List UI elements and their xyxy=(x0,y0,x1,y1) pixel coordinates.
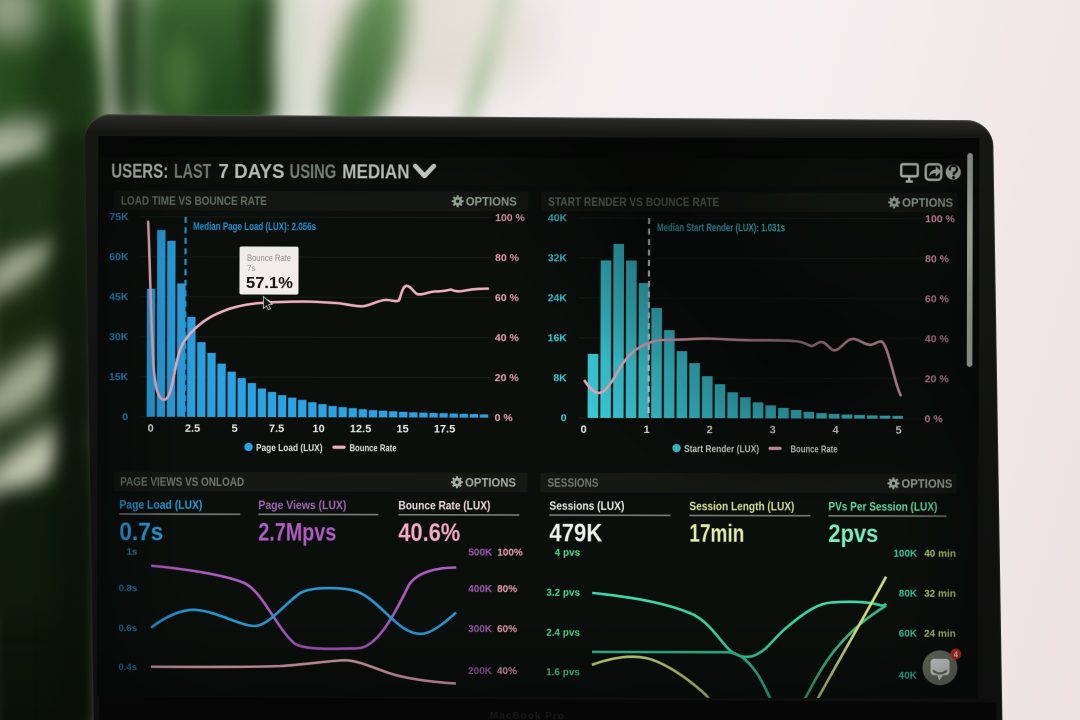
svg-text:60K: 60K xyxy=(109,251,129,263)
svg-text:4 pvs: 4 pvs xyxy=(555,548,581,559)
svg-text:80%: 80% xyxy=(497,584,517,595)
svg-text:100K: 100K xyxy=(893,549,918,560)
svg-text:100 %: 100 % xyxy=(925,213,955,225)
svg-text:2.5: 2.5 xyxy=(185,423,200,435)
svg-text:Sessions (LUX): Sessions (LUX) xyxy=(549,501,624,513)
svg-text:Bounce Rate (LUX): Bounce Rate (LUX) xyxy=(398,500,490,512)
svg-text:32 min: 32 min xyxy=(924,589,956,600)
svg-text:OPTIONS: OPTIONS xyxy=(466,197,517,209)
svg-text:0 %: 0 % xyxy=(925,413,944,425)
svg-text:0.4s: 0.4s xyxy=(118,662,137,673)
svg-text:60 %: 60 % xyxy=(495,292,520,304)
svg-text:0.6s: 0.6s xyxy=(119,623,138,634)
svg-text:15K: 15K xyxy=(109,371,129,383)
svg-text:80K: 80K xyxy=(899,589,918,600)
svg-text:100%: 100% xyxy=(497,548,523,559)
svg-text:24K: 24K xyxy=(548,292,568,304)
svg-text:SESSIONS: SESSIONS xyxy=(547,478,598,490)
svg-text:2: 2 xyxy=(706,424,712,436)
svg-text:30K: 30K xyxy=(109,331,129,343)
svg-text:Median Start Render (LUX): 1.0: Median Start Render (LUX): 1.031s xyxy=(657,222,785,234)
svg-text:0 %: 0 % xyxy=(495,412,514,424)
svg-text:Bounce Rate: Bounce Rate xyxy=(247,253,291,264)
svg-text:45K: 45K xyxy=(109,291,129,303)
svg-text:2.7Mpvs: 2.7Mpvs xyxy=(258,519,336,547)
svg-text:10: 10 xyxy=(312,423,324,435)
svg-text:PAGE VIEWS VS ONLOAD: PAGE VIEWS VS ONLOAD xyxy=(120,477,244,489)
svg-text:479K: 479K xyxy=(549,519,602,547)
svg-text:80 %: 80 % xyxy=(925,253,950,265)
svg-text:MEDIAN: MEDIAN xyxy=(342,161,409,183)
svg-text:75K: 75K xyxy=(109,211,129,223)
svg-text:OPTIONS: OPTIONS xyxy=(902,198,953,210)
svg-text:400K: 400K xyxy=(468,584,493,595)
svg-text:17.5: 17.5 xyxy=(434,423,455,435)
svg-text:40K: 40K xyxy=(548,212,568,224)
svg-text:40 min: 40 min xyxy=(924,549,956,560)
svg-text:0: 0 xyxy=(148,423,154,435)
svg-text:300K: 300K xyxy=(468,624,493,635)
svg-text:40K: 40K xyxy=(899,671,918,682)
svg-text:32K: 32K xyxy=(548,252,568,264)
svg-text:LAST: LAST xyxy=(174,161,211,183)
svg-text:1: 1 xyxy=(643,424,649,436)
svg-text:40 %: 40 % xyxy=(495,332,520,344)
svg-text:Page Load (LUX): Page Load (LUX) xyxy=(256,443,323,454)
svg-text:4: 4 xyxy=(832,425,839,437)
svg-text:15: 15 xyxy=(396,423,408,435)
svg-text:0.8s: 0.8s xyxy=(119,583,138,594)
svg-text:24 min: 24 min xyxy=(924,629,956,640)
svg-text:200K: 200K xyxy=(468,666,493,677)
svg-text:16K: 16K xyxy=(548,332,568,344)
svg-text:Bounce Rate: Bounce Rate xyxy=(791,444,838,455)
svg-text:60%: 60% xyxy=(497,624,517,635)
svg-text:4: 4 xyxy=(954,650,959,659)
svg-text:2pvs: 2pvs xyxy=(828,520,878,548)
svg-text:100 %: 100 % xyxy=(495,212,525,224)
svg-text:1.6 pvs: 1.6 pvs xyxy=(546,667,580,678)
svg-text:PVs Per Session (LUX): PVs Per Session (LUX) xyxy=(828,502,937,514)
svg-text:12.5: 12.5 xyxy=(350,423,371,435)
svg-text:Bounce Rate: Bounce Rate xyxy=(350,443,397,454)
svg-text:USING: USING xyxy=(290,161,337,183)
svg-text:5: 5 xyxy=(232,423,238,435)
svg-text:0: 0 xyxy=(580,424,586,436)
svg-text:60K: 60K xyxy=(899,629,918,640)
svg-text:LOAD TIME VS BOUNCE RATE: LOAD TIME VS BOUNCE RATE xyxy=(121,196,267,208)
svg-text:7.5: 7.5 xyxy=(269,423,284,435)
svg-text:60 %: 60 % xyxy=(925,293,950,305)
svg-text:20 %: 20 % xyxy=(925,373,950,385)
svg-text:Start Render (LUX): Start Render (LUX) xyxy=(684,444,759,455)
svg-text:500K: 500K xyxy=(468,548,493,559)
svg-text:0: 0 xyxy=(561,412,567,424)
svg-text:USERS:: USERS: xyxy=(111,161,168,183)
svg-text:17min: 17min xyxy=(689,520,744,548)
svg-text:Page Views (LUX): Page Views (LUX) xyxy=(258,500,346,512)
svg-text:40.6%: 40.6% xyxy=(398,519,460,547)
svg-text:7s: 7s xyxy=(247,264,255,273)
svg-text:0: 0 xyxy=(122,411,128,423)
svg-text:0.7s: 0.7s xyxy=(119,518,163,546)
svg-text:Session Length (LUX): Session Length (LUX) xyxy=(689,501,794,513)
svg-text:3: 3 xyxy=(769,424,775,436)
svg-text:5: 5 xyxy=(895,425,901,437)
svg-text:2.4 pvs: 2.4 pvs xyxy=(546,628,580,639)
svg-text:40%: 40% xyxy=(497,666,517,677)
svg-text:57.1%: 57.1% xyxy=(246,275,293,292)
svg-text:20 %: 20 % xyxy=(495,372,520,384)
svg-text:Median Page Load (LUX): 2.056s: Median Page Load (LUX): 2.056s xyxy=(193,221,316,233)
svg-text:START RENDER VS BOUNCE RATE: START RENDER VS BOUNCE RATE xyxy=(548,197,719,209)
svg-text:7 DAYS: 7 DAYS xyxy=(219,161,285,183)
svg-text:1s: 1s xyxy=(127,547,138,558)
svg-text:80 %: 80 % xyxy=(495,252,520,264)
svg-text:OPTIONS: OPTIONS xyxy=(901,479,952,491)
svg-text:Page Load (LUX): Page Load (LUX) xyxy=(119,500,202,512)
svg-text:40 %: 40 % xyxy=(925,333,950,345)
svg-text:8K: 8K xyxy=(553,372,567,384)
svg-text:OPTIONS: OPTIONS xyxy=(465,478,516,490)
svg-text:3.2 pvs: 3.2 pvs xyxy=(546,588,580,599)
